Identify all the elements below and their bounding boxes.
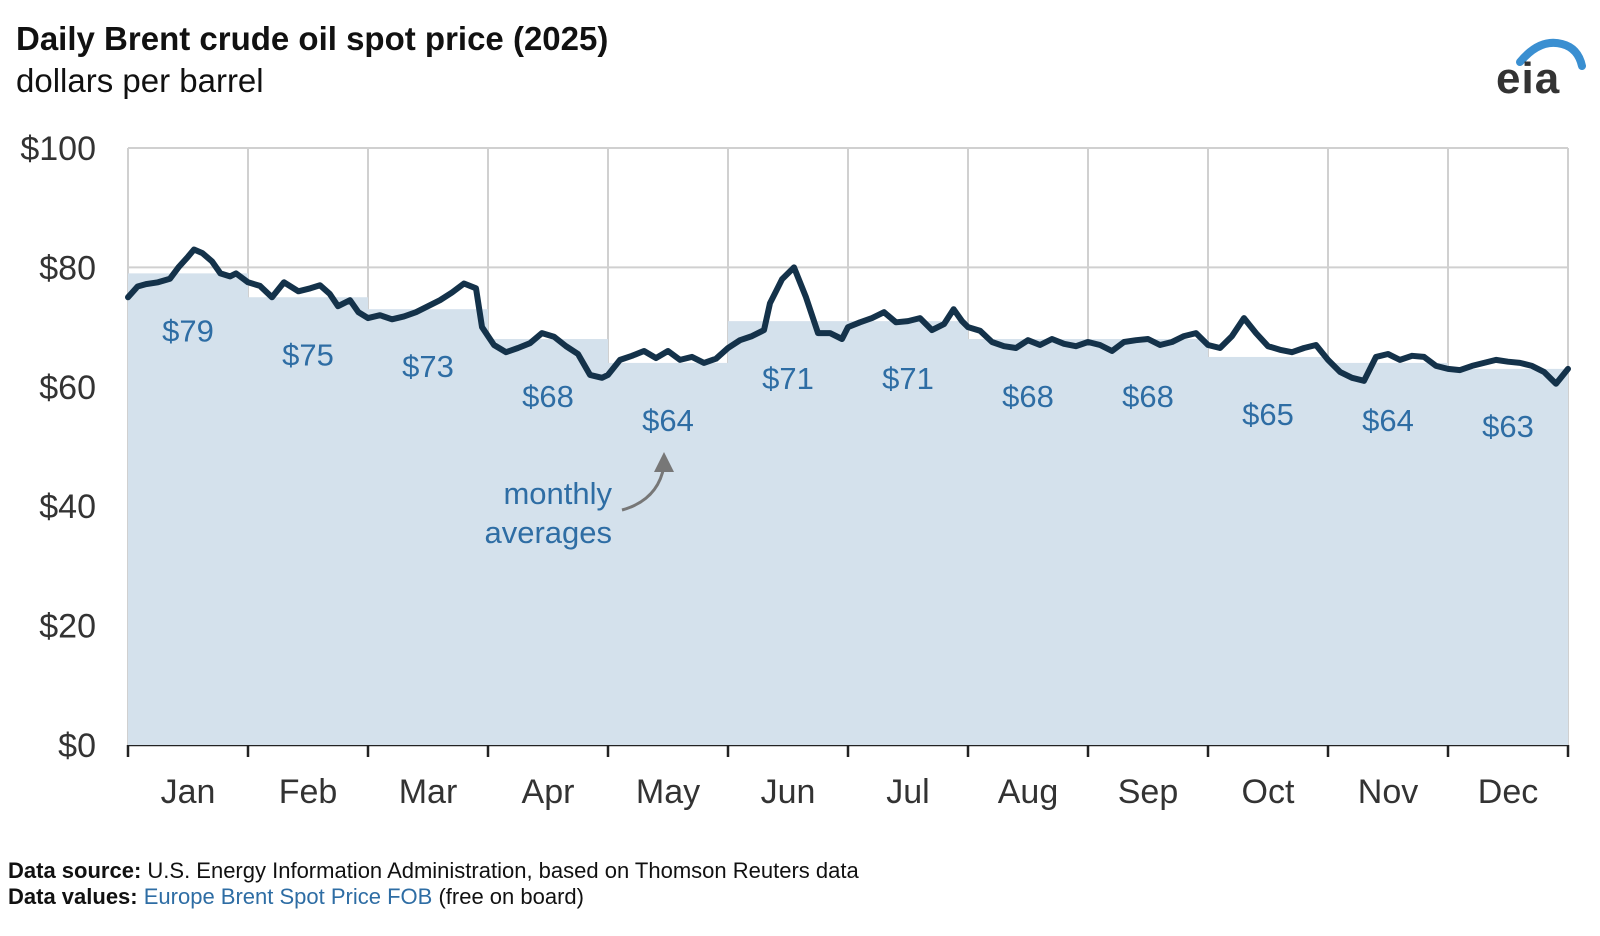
x-tick-label: Oct: [1242, 773, 1295, 811]
y-tick-label: $40: [39, 488, 96, 526]
eia-logo[interactable]: eia: [1490, 34, 1590, 104]
price-chart: $0 $20 $40 $60 $80 $100 Jan Feb Mar Apr May Jun Jul…: [20, 130, 1571, 811]
y-tick-label: $0: [58, 727, 96, 765]
y-tick-label: $60: [39, 369, 96, 407]
x-tick-label: May: [636, 773, 700, 811]
x-tick-label: Apr: [522, 773, 575, 811]
data-source-note: Data source: U.S. Energy Information Adm…: [8, 858, 859, 884]
daily-price-series: [125, 246, 1571, 387]
monthly-average-label: $64: [642, 403, 694, 438]
chart-subtitle: dollars per barrel: [16, 62, 264, 99]
monthly-average-label: $68: [1122, 379, 1174, 414]
y-tick-label: $20: [39, 608, 96, 646]
x-tick-label: Sep: [1118, 773, 1179, 811]
monthly-average-bar: [1448, 368, 1568, 745]
annotation-text-line1: monthly: [503, 476, 612, 511]
y-axis-tick-labels: $0 $20 $40 $60 $80 $100: [20, 130, 96, 765]
monthly-average-label: $73: [402, 349, 454, 384]
monthly-average-bar: [488, 339, 608, 745]
monthly-average-bar: [968, 339, 1088, 745]
x-tick-label: Jul: [886, 773, 929, 811]
data-values-label: Data values:: [8, 884, 138, 909]
x-tick-label: Jun: [761, 773, 816, 811]
monthly-average-bar: [608, 362, 728, 745]
monthly-average-bar: [1088, 339, 1208, 745]
monthly-average-label: $63: [1482, 409, 1534, 444]
x-tick-label: Jan: [161, 773, 216, 811]
chart-title: Daily Brent crude oil spot price (2025): [16, 20, 609, 57]
monthly-average-label: $68: [1002, 379, 1054, 414]
monthly-average-label: $75: [282, 337, 334, 372]
monthly-average-bar: [368, 309, 488, 745]
annotation-arrow: [621, 465, 666, 512]
x-tick-label: Feb: [279, 773, 338, 811]
x-tick-label: Mar: [399, 773, 458, 811]
daily-price-line: [125, 246, 1571, 387]
monthly-average-labels: $79 $75 $73 $68 $64 $71 $71 $68 $68 $65 $64 $63: [162, 313, 1534, 444]
y-tick-label: $80: [39, 249, 96, 287]
monthly-average-label: $64: [1362, 403, 1414, 438]
data-source-text: U.S. Energy Information Administration, …: [141, 858, 859, 883]
x-tick-label: Aug: [998, 773, 1059, 811]
monthly-average-bar: [848, 321, 968, 745]
y-tick-label: $100: [20, 130, 96, 168]
monthly-average-label: $65: [1242, 397, 1294, 432]
monthly-average-bar: [728, 321, 848, 745]
data-values-link[interactable]: Europe Brent Spot Price FOB: [143, 884, 433, 909]
x-axis-tick-labels: Jan Feb Mar Apr May Jun Jul Aug Sep Oct Nov Dec: [161, 773, 1539, 811]
x-tick-label: Dec: [1478, 773, 1538, 811]
eia-logo-text: eia: [1496, 54, 1561, 103]
data-values-text: (free on board): [432, 884, 584, 909]
annotation-arrowhead: [654, 452, 674, 472]
monthly-average-label: $79: [162, 313, 214, 348]
data-values-note: Data values: Europe Brent Spot Price FOB…: [8, 884, 584, 910]
data-source-label: Data source:: [8, 858, 142, 883]
monthly-average-bar: [1328, 362, 1448, 745]
annotation-text-line2: averages: [484, 515, 612, 550]
monthly-average-bar: [248, 297, 368, 745]
x-tick-label: Nov: [1358, 773, 1418, 811]
eia-logo-arc-icon: [1516, 38, 1586, 70]
monthly-average-label: $68: [522, 379, 574, 414]
monthly-average-bar: [128, 273, 248, 745]
monthly-average-label: $71: [762, 361, 814, 396]
annotation: monthly averages: [484, 452, 674, 550]
monthly-average-areas: [128, 273, 1568, 745]
monthly-average-label: $71: [882, 361, 934, 396]
monthly-average-bar: [1208, 356, 1328, 745]
